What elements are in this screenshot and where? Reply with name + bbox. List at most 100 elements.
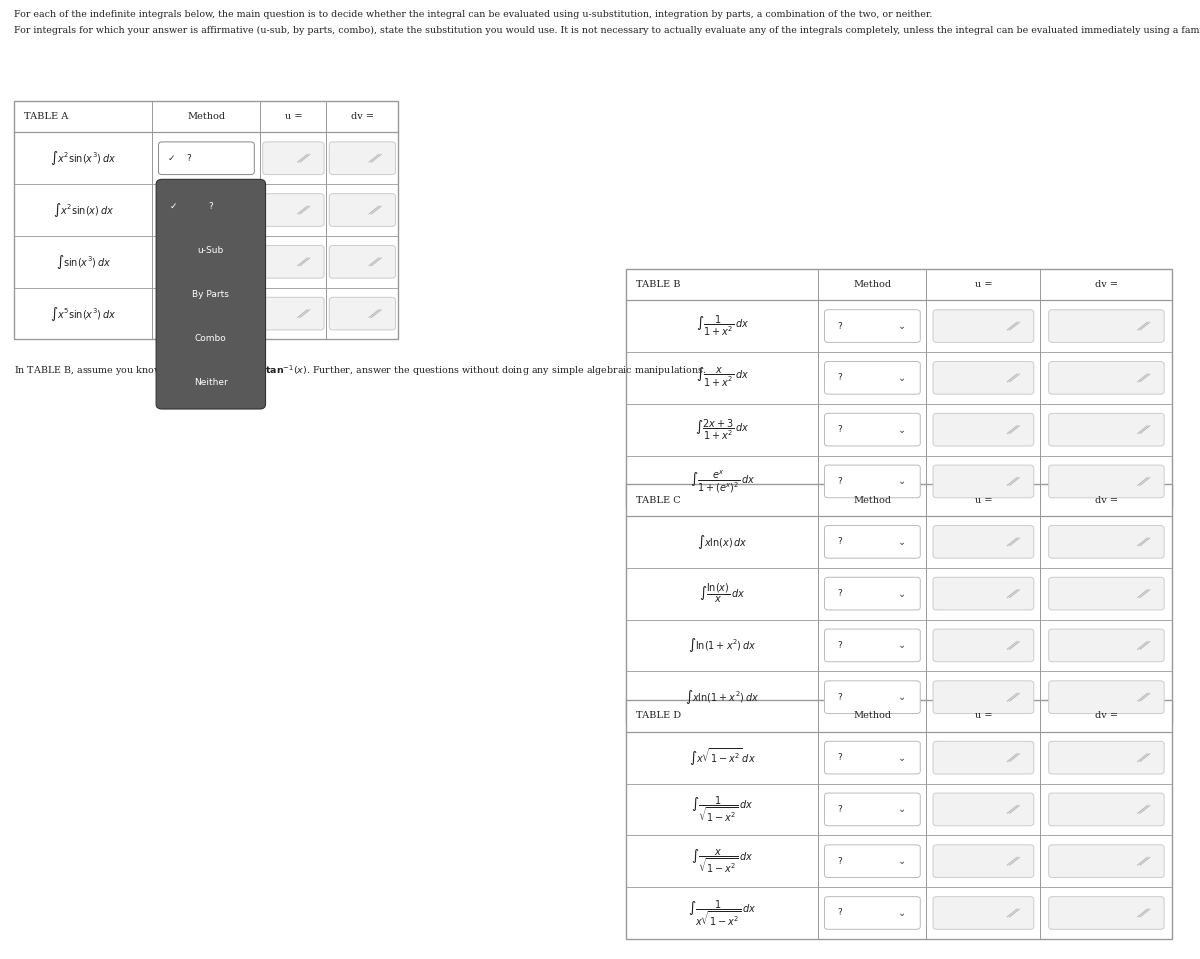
FancyBboxPatch shape [934, 465, 1033, 498]
FancyBboxPatch shape [1049, 577, 1164, 610]
Text: ?: ? [838, 641, 842, 650]
Text: ?: ? [838, 321, 842, 331]
FancyBboxPatch shape [263, 297, 324, 330]
Text: u =: u = [284, 112, 302, 121]
FancyBboxPatch shape [158, 246, 254, 278]
Text: Method: Method [853, 280, 892, 289]
Text: $\int \sin(x^3)\, dx$: $\int \sin(x^3)\, dx$ [55, 253, 112, 270]
FancyBboxPatch shape [158, 194, 254, 226]
FancyBboxPatch shape [1049, 465, 1164, 498]
Text: $\int \dfrac{1}{\sqrt{1-x^2}}\, dx$: $\int \dfrac{1}{\sqrt{1-x^2}}\, dx$ [691, 795, 754, 824]
Text: ?: ? [838, 589, 842, 598]
Text: $\int \dfrac{x}{\sqrt{1-x^2}}\, dx$: $\int \dfrac{x}{\sqrt{1-x^2}}\, dx$ [691, 848, 754, 875]
Text: $\int x\ln(x)\, dx$: $\int x\ln(x)\, dx$ [697, 533, 748, 550]
FancyBboxPatch shape [263, 194, 324, 226]
FancyBboxPatch shape [263, 142, 324, 175]
Text: ⌄: ⌄ [899, 805, 906, 814]
Text: ?: ? [186, 153, 191, 163]
FancyBboxPatch shape [934, 741, 1033, 774]
Text: For integrals for which your answer is affirmative (u-sub, by parts, combo), sta: For integrals for which your answer is a… [14, 26, 1200, 35]
Text: TABLE A: TABLE A [24, 112, 68, 121]
FancyBboxPatch shape [263, 246, 324, 278]
Text: $\int \dfrac{1}{1+x^2}\, dx$: $\int \dfrac{1}{1+x^2}\, dx$ [696, 314, 749, 339]
Text: $\int x^5\sin(x^3)\, dx$: $\int x^5\sin(x^3)\, dx$ [50, 305, 116, 322]
FancyBboxPatch shape [824, 793, 920, 826]
FancyBboxPatch shape [156, 179, 265, 409]
Text: $\int \dfrac{x}{1+x^2}\, dx$: $\int \dfrac{x}{1+x^2}\, dx$ [696, 366, 749, 389]
Text: ?: ? [838, 908, 842, 918]
FancyBboxPatch shape [934, 681, 1033, 713]
Text: ⌄: ⌄ [899, 856, 906, 866]
Text: ⌄: ⌄ [233, 257, 240, 267]
Text: For each of the indefinite integrals below, the main question is to decide wheth: For each of the indefinite integrals bel… [14, 10, 932, 18]
Text: ?: ? [838, 805, 842, 814]
Text: $\int \dfrac{e^x}{1+(e^x)^2}\, dx$: $\int \dfrac{e^x}{1+(e^x)^2}\, dx$ [690, 468, 755, 495]
Text: Method: Method [187, 112, 226, 121]
FancyBboxPatch shape [1049, 413, 1164, 446]
Bar [626, 484, 1172, 723]
Text: ⌄: ⌄ [899, 589, 906, 598]
Text: In TABLE B, assume you know the antiderivative of $\mathbf{tan}^{-1}(x)$. Furthe: In TABLE B, assume you know the antideri… [14, 363, 707, 378]
Text: u =: u = [974, 496, 992, 504]
Text: $\int x\sqrt{1-x^2}\, dx$: $\int x\sqrt{1-x^2}\, dx$ [689, 747, 756, 768]
FancyBboxPatch shape [824, 629, 920, 662]
FancyBboxPatch shape [329, 142, 396, 175]
Text: TABLE B: TABLE B [636, 280, 680, 289]
Text: ?: ? [838, 753, 842, 762]
Text: dv =: dv = [1094, 496, 1118, 504]
Text: ⌄: ⌄ [899, 537, 906, 547]
Text: ?: ? [172, 205, 176, 215]
FancyBboxPatch shape [824, 741, 920, 774]
Text: dv =: dv = [1094, 280, 1118, 289]
FancyBboxPatch shape [934, 897, 1033, 929]
Text: $\int \dfrac{\ln(x)}{x}\, dx$: $\int \dfrac{\ln(x)}{x}\, dx$ [700, 582, 745, 605]
Text: ⌄: ⌄ [233, 205, 240, 215]
Text: ?: ? [838, 425, 842, 434]
FancyBboxPatch shape [1049, 362, 1164, 394]
Bar [626, 269, 1172, 507]
FancyBboxPatch shape [1049, 629, 1164, 662]
Bar [14, 101, 398, 339]
FancyBboxPatch shape [934, 526, 1033, 558]
FancyBboxPatch shape [824, 577, 920, 610]
FancyBboxPatch shape [934, 577, 1033, 610]
Text: u =: u = [974, 280, 992, 289]
FancyBboxPatch shape [1049, 845, 1164, 877]
FancyBboxPatch shape [1049, 897, 1164, 929]
Text: ?: ? [172, 257, 176, 267]
Text: ?: ? [838, 856, 842, 866]
Text: ⌄: ⌄ [899, 425, 906, 434]
Text: Method: Method [853, 712, 892, 720]
Text: ⌄: ⌄ [899, 908, 906, 918]
FancyBboxPatch shape [158, 297, 254, 330]
FancyBboxPatch shape [934, 362, 1033, 394]
FancyBboxPatch shape [824, 465, 920, 498]
FancyBboxPatch shape [824, 310, 920, 342]
Text: ?: ? [172, 309, 176, 318]
Text: ?: ? [838, 477, 842, 486]
FancyBboxPatch shape [824, 526, 920, 558]
FancyBboxPatch shape [934, 793, 1033, 826]
FancyBboxPatch shape [934, 413, 1033, 446]
FancyBboxPatch shape [824, 845, 920, 877]
FancyBboxPatch shape [1049, 793, 1164, 826]
Text: ?: ? [838, 537, 842, 547]
FancyBboxPatch shape [1049, 681, 1164, 713]
FancyBboxPatch shape [824, 681, 920, 713]
Text: ✓: ✓ [168, 153, 175, 163]
Text: Combo: Combo [194, 334, 227, 342]
Text: ⌄: ⌄ [899, 477, 906, 486]
FancyBboxPatch shape [1049, 526, 1164, 558]
FancyBboxPatch shape [1049, 741, 1164, 774]
Text: ✓: ✓ [169, 201, 176, 211]
Text: ⌄: ⌄ [233, 309, 240, 318]
Text: ?: ? [838, 373, 842, 383]
FancyBboxPatch shape [934, 629, 1033, 662]
FancyBboxPatch shape [1049, 310, 1164, 342]
Text: $\int \dfrac{2x+3}{1+x^2}\, dx$: $\int \dfrac{2x+3}{1+x^2}\, dx$ [695, 417, 750, 442]
Text: Neither: Neither [194, 378, 228, 386]
Text: $\int x^2\sin(x)\, dx$: $\int x^2\sin(x)\, dx$ [53, 201, 114, 219]
Text: u =: u = [974, 712, 992, 720]
Text: ?: ? [838, 692, 842, 702]
Text: $\int x\ln(1+x^2)\, dx$: $\int x\ln(1+x^2)\, dx$ [685, 689, 760, 706]
